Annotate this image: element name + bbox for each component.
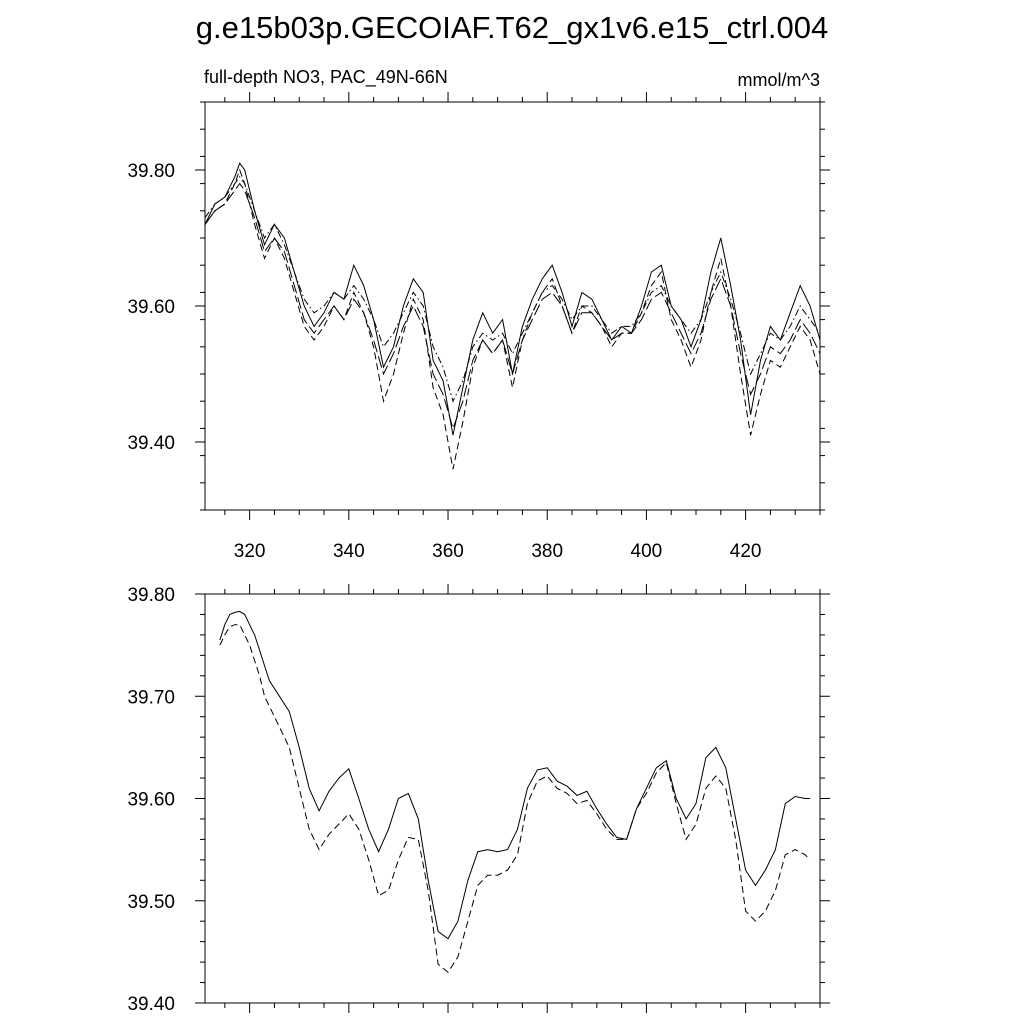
y-tick-label: 39.60 [127,790,175,811]
top-panel-plot-frame [204,101,821,511]
bottom-panel-ticks: 39.40 39.50 39.60 39.70 39.80 [127,584,830,1015]
bottom-panel-series-line-dashed [219,624,811,974]
bottom-panel-series [219,610,811,974]
y-tick-label: 39.50 [127,892,175,913]
x-tick-label: 320 [234,541,266,562]
figure-title: g.e15b03p.GECOIAF.T62_gx1v6.e15_ctrl.004 [196,10,828,45]
top-panel-ticks: 320 340 360 380 400 420 39.40 39.60 39.80 [127,92,830,562]
bottom-panel: 39.40 39.50 39.60 39.70 39.80 [127,584,830,1015]
bottom-panel-series-line-solid [219,610,811,940]
top-panel-series [204,162,821,470]
y-tick-label: 39.80 [127,585,175,606]
y-tick-label: 39.60 [127,297,175,318]
x-tick-label: 340 [333,541,365,562]
x-tick-label: 380 [531,541,563,562]
y-tick-label: 39.80 [127,161,175,182]
top-panel-subtitle-left: full-depth NO3, PAC_49N-66N [204,67,448,88]
top-panel-series-line-solid [204,162,821,436]
y-tick-label: 39.40 [127,433,175,454]
y-tick-label: 39.70 [127,687,175,708]
x-tick-label: 360 [432,541,464,562]
x-tick-label: 420 [730,541,762,562]
top-panel: full-depth NO3, PAC_49N-66N mmol/m^3 320… [127,67,830,562]
y-tick-label: 39.40 [127,994,175,1015]
top-panel-series-line-dashdot [204,175,821,403]
top-panel-series-line-longdash [204,182,821,431]
bottom-panel-plot-frame [204,593,821,1004]
x-tick-label: 400 [631,541,663,562]
top-panel-subtitle-right: mmol/m^3 [738,70,820,90]
top-panel-series-line-dashed [204,168,821,470]
